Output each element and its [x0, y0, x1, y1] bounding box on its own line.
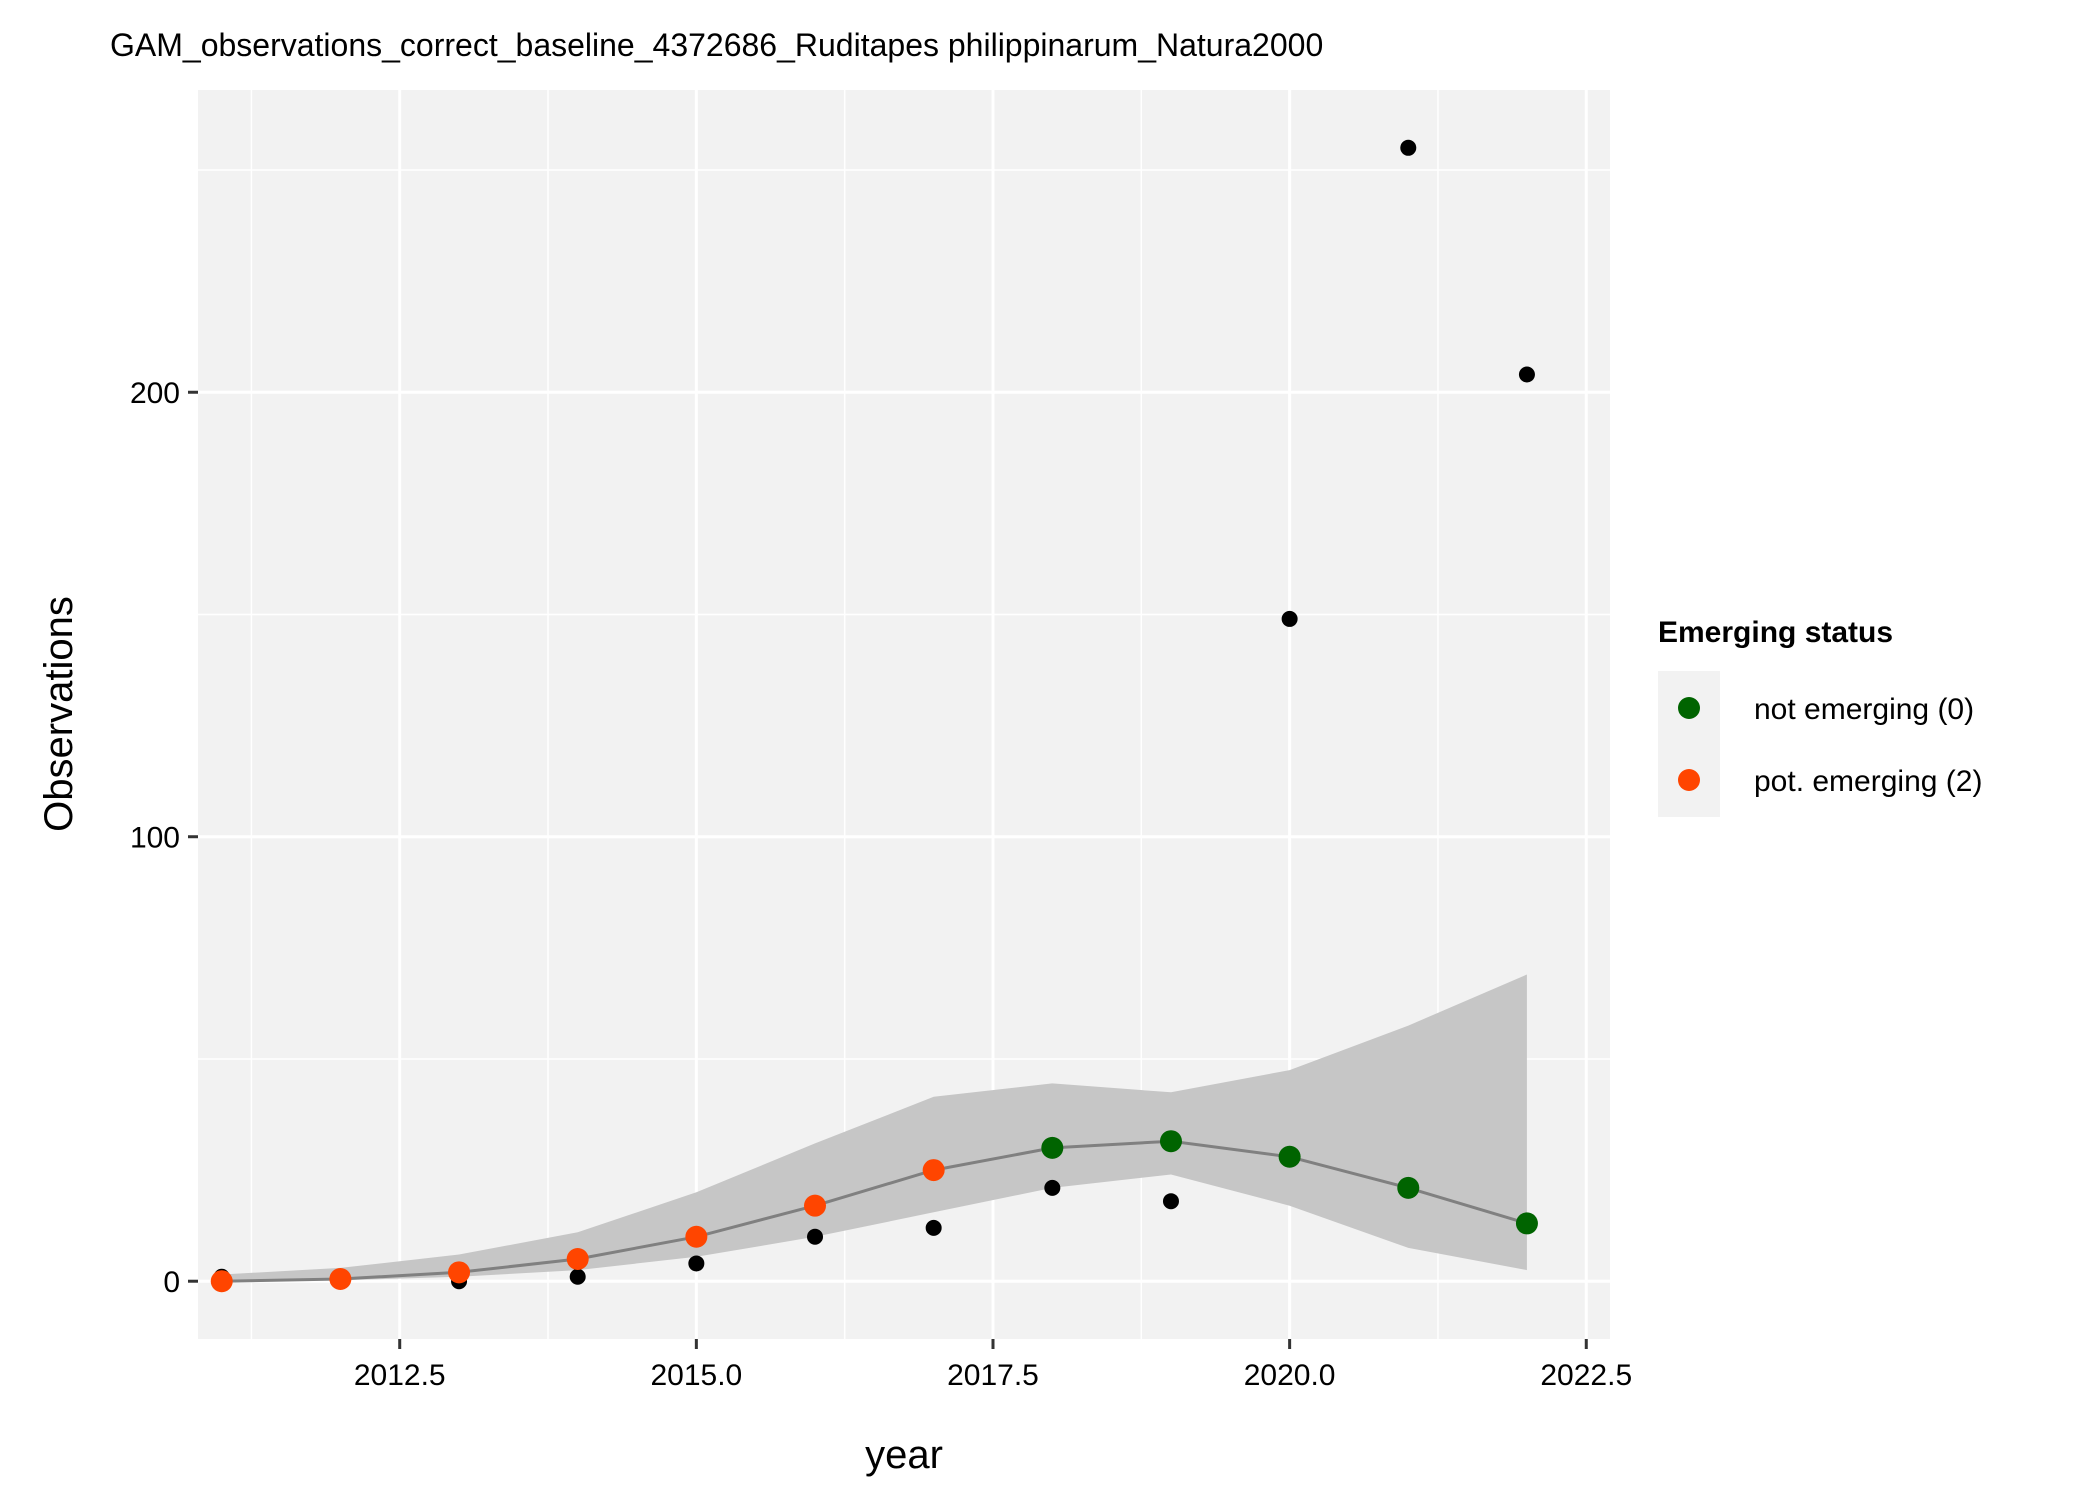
status-point-pot-emerging — [922, 1159, 945, 1182]
y-tick-label: 100 — [130, 822, 180, 855]
observation-point — [688, 1255, 705, 1272]
status-point-not-emerging — [1041, 1136, 1064, 1159]
legend: Emerging status not emerging (0) pot. em… — [1658, 616, 1982, 817]
observation-point — [807, 1228, 824, 1245]
x-tick-label: 2015.0 — [650, 1359, 742, 1392]
status-point-pot-emerging — [685, 1225, 708, 1248]
legend-key-pot-emerging — [1678, 769, 1700, 791]
status-point-pot-emerging — [210, 1270, 233, 1293]
observation-point — [569, 1268, 586, 1285]
status-point-pot-emerging — [804, 1194, 827, 1217]
y-tick-label: 0 — [163, 1266, 180, 1299]
status-point-pot-emerging — [448, 1261, 471, 1284]
x-tick-label: 2022.5 — [1540, 1359, 1632, 1392]
observation-point — [1162, 1193, 1179, 1210]
status-point-not-emerging — [1278, 1145, 1301, 1168]
y-axis-title: Observations — [37, 596, 81, 832]
x-axis-title: year — [865, 1433, 943, 1477]
y-axis: 0 100 200 — [130, 377, 198, 1299]
x-tick-label: 2012.5 — [354, 1359, 446, 1392]
status-point-not-emerging — [1159, 1130, 1182, 1153]
legend-label-pot-emerging: pot. emerging (2) — [1754, 765, 1982, 798]
y-tick-label: 200 — [130, 377, 180, 410]
observation-point — [1518, 366, 1535, 383]
status-point-not-emerging — [1397, 1176, 1420, 1199]
legend-label-not-emerging: not emerging (0) — [1754, 693, 1974, 726]
x-tick-label: 2020.0 — [1244, 1359, 1336, 1392]
observation-point — [1281, 610, 1298, 627]
status-point-pot-emerging — [566, 1247, 589, 1270]
x-axis: 2012.5 2015.0 2017.5 2020.0 2022.5 — [354, 1339, 1632, 1392]
x-tick-label: 2017.5 — [947, 1359, 1039, 1392]
legend-title: Emerging status — [1658, 616, 1893, 649]
gam-fit-line — [221, 1139, 1528, 1283]
observation-point — [1044, 1179, 1061, 1196]
status-points — [210, 1130, 1538, 1293]
confidence-band — [221, 974, 1527, 1282]
status-point-pot-emerging — [329, 1267, 352, 1290]
legend-key-background — [1658, 671, 1720, 817]
confidence-band-layer — [221, 974, 1527, 1282]
gam-fit-layer — [221, 1139, 1528, 1283]
observation-point — [925, 1219, 942, 1236]
status-point-not-emerging — [1515, 1212, 1538, 1235]
legend-key-not-emerging — [1678, 697, 1700, 719]
chart-title: GAM_observations_correct_baseline_437268… — [110, 27, 1323, 63]
observation-point — [1400, 139, 1417, 156]
